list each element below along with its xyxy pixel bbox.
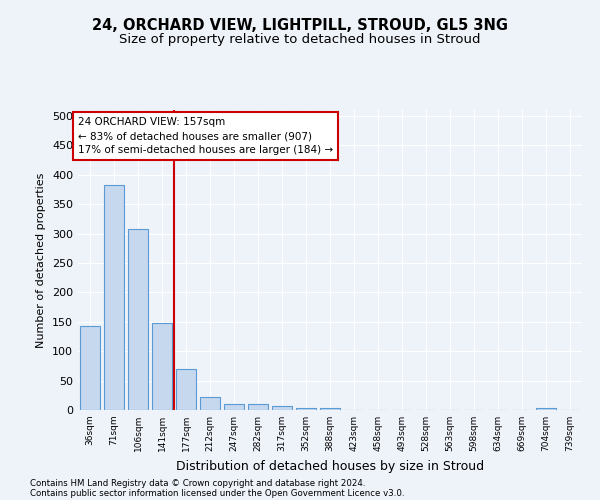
Text: Contains public sector information licensed under the Open Government Licence v3: Contains public sector information licen… xyxy=(30,488,404,498)
Bar xyxy=(200,397,220,410)
Bar xyxy=(128,230,148,410)
Bar xyxy=(176,369,196,410)
Bar xyxy=(272,406,292,410)
X-axis label: Distribution of detached houses by size in Stroud: Distribution of detached houses by size … xyxy=(176,460,484,472)
Bar xyxy=(320,408,340,410)
Bar xyxy=(248,404,268,410)
Text: 24 ORCHARD VIEW: 157sqm
← 83% of detached houses are smaller (907)
17% of semi-d: 24 ORCHARD VIEW: 157sqm ← 83% of detache… xyxy=(78,117,333,155)
Text: 24, ORCHARD VIEW, LIGHTPILL, STROUD, GL5 3NG: 24, ORCHARD VIEW, LIGHTPILL, STROUD, GL5… xyxy=(92,18,508,32)
Bar xyxy=(104,184,124,410)
Bar xyxy=(152,323,172,410)
Text: Contains HM Land Registry data © Crown copyright and database right 2024.: Contains HM Land Registry data © Crown c… xyxy=(30,478,365,488)
Text: Size of property relative to detached houses in Stroud: Size of property relative to detached ho… xyxy=(119,32,481,46)
Bar xyxy=(224,404,244,410)
Y-axis label: Number of detached properties: Number of detached properties xyxy=(37,172,46,348)
Bar xyxy=(536,408,556,410)
Bar xyxy=(80,326,100,410)
Bar xyxy=(296,408,316,410)
